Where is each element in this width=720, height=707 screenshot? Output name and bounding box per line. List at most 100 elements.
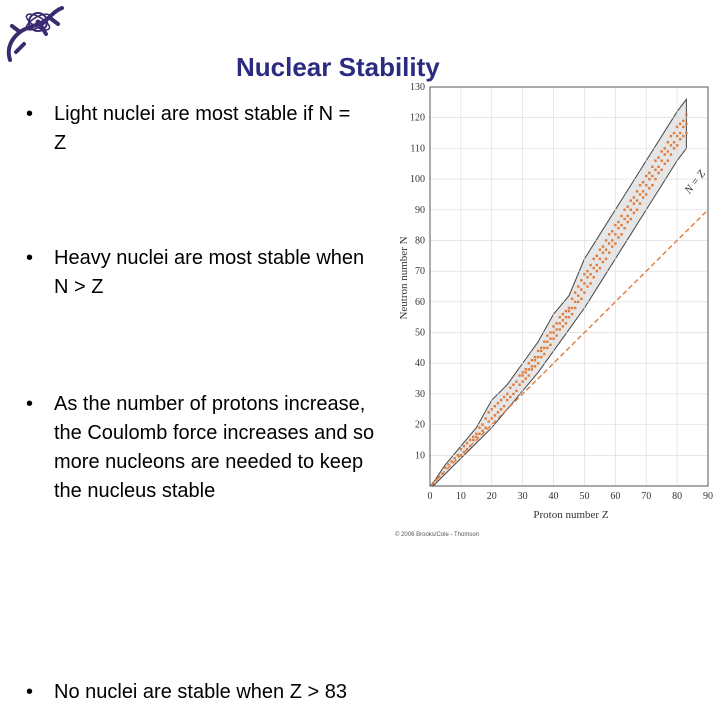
stable-nucleus-point — [573, 291, 577, 294]
stable-nucleus-point — [564, 309, 568, 313]
stable-nucleus-point — [524, 371, 527, 374]
stable-nucleus-point — [645, 174, 648, 178]
stable-nucleus-point — [567, 306, 571, 310]
stable-nucleus-point — [533, 355, 537, 359]
x-tick-label: 10 — [456, 491, 466, 502]
stable-nucleus-point — [570, 297, 574, 300]
stable-nucleus-point — [527, 362, 531, 365]
bullet-dot: • — [26, 393, 34, 415]
stable-nucleus-point — [620, 233, 623, 236]
stable-nucleus-point — [635, 208, 639, 211]
x-tick-label: 90 — [703, 491, 713, 502]
stable-nucleus-point — [583, 282, 586, 285]
stable-nucleus-point — [604, 239, 608, 242]
x-tick-label: 50 — [579, 491, 589, 502]
stable-nucleus-point — [632, 211, 636, 215]
stable-nucleus-point — [651, 165, 654, 168]
stable-nucleus-point — [617, 226, 620, 230]
stable-nucleus-point — [607, 233, 611, 236]
stable-nucleus-point — [638, 184, 642, 187]
stable-nucleus-point — [685, 131, 688, 135]
stable-nucleus-point — [564, 315, 568, 319]
x-tick-label: 40 — [549, 491, 559, 502]
stable-nucleus-point — [527, 368, 531, 371]
stable-nucleus-point — [475, 435, 478, 439]
stable-nucleus-point — [598, 257, 602, 261]
stable-nucleus-point — [552, 331, 555, 334]
stable-nucleus-point — [490, 417, 493, 420]
stable-nucleus-point — [546, 334, 549, 337]
stable-nucleus-point — [623, 217, 626, 221]
stable-nucleus-point — [580, 297, 583, 300]
stable-nucleus-point — [626, 220, 629, 224]
stable-nucleus-point — [512, 392, 515, 396]
stable-nucleus-point — [607, 251, 611, 254]
stable-nucleus-point — [536, 355, 540, 359]
stable-nucleus-point — [614, 223, 617, 227]
image-credit: © 2006 Brooks/Cole - Thomson — [395, 531, 479, 538]
stable-nucleus-point — [577, 294, 580, 297]
x-tick-label: 20 — [487, 491, 497, 502]
stable-nucleus-point — [573, 306, 577, 310]
stable-nucleus-point — [611, 230, 614, 233]
stable-nucleus-point — [540, 349, 543, 353]
stable-nucleus-point — [502, 405, 506, 408]
x-tick-label: 60 — [610, 491, 620, 502]
y-tick-label: 80 — [415, 235, 425, 246]
stable-nucleus-point — [617, 220, 620, 224]
stable-nucleus-point — [586, 269, 589, 273]
stable-nucleus-point — [567, 315, 571, 319]
chart-grid — [429, 86, 709, 486]
stable-nucleus-point — [558, 322, 561, 325]
stable-nucleus-point — [672, 147, 676, 150]
stable-nucleus-point — [459, 454, 463, 457]
stable-nucleus-point — [617, 236, 620, 239]
stable-nucleus-point — [669, 134, 673, 138]
stable-nucleus-point — [484, 417, 487, 420]
stable-nucleus-point — [635, 190, 639, 193]
x-tick-label: 80 — [672, 491, 682, 502]
stable-nucleus-point — [484, 426, 487, 429]
stable-nucleus-point — [638, 202, 642, 205]
stable-nucleus-point — [660, 150, 663, 153]
stable-nucleus-point — [459, 447, 463, 451]
y-tick-label: 110 — [410, 143, 425, 154]
stable-nucleus-point — [543, 352, 546, 356]
stable-nucleus-point — [540, 346, 543, 350]
stable-nucleus-point — [623, 226, 626, 230]
stable-nucleus-point — [598, 266, 602, 270]
stable-nucleus-point — [465, 441, 469, 445]
bullet-dot: • — [26, 681, 34, 703]
stable-nucleus-point — [450, 460, 453, 463]
stable-nucleus-point — [555, 334, 558, 337]
stable-nucleus-point — [657, 156, 660, 159]
stable-nucleus-point — [524, 377, 527, 380]
stable-nucleus-point — [462, 451, 466, 454]
stable-nucleus-point — [620, 214, 623, 218]
stable-nucleus-point — [660, 159, 663, 162]
stable-nucleus-point — [666, 159, 670, 162]
bullet-text: No nuclei are stable when Z > 83 — [54, 681, 347, 703]
stable-nucleus-point — [481, 423, 484, 426]
stable-nucleus-point — [672, 141, 676, 144]
stable-nucleus-point — [438, 475, 441, 478]
lizard-atom-logo-icon — [6, 6, 64, 62]
n-equals-z-line — [429, 209, 709, 487]
y-tick-label: 50 — [415, 328, 425, 339]
bullet-item: • As the number of protons increase, the… — [24, 390, 404, 506]
y-tick-label: 100 — [410, 174, 425, 185]
stable-nucleus-point — [506, 398, 509, 402]
stable-nucleus-point — [669, 144, 673, 147]
x-axis-label: Proton number Z — [533, 509, 608, 521]
stable-nucleus-point — [611, 245, 614, 248]
stable-nucleus-point — [472, 438, 475, 442]
stable-nucleus-point — [533, 358, 537, 362]
stable-nucleus-point — [614, 242, 617, 245]
stable-nucleus-point — [577, 285, 580, 288]
stable-nucleus-point — [620, 223, 623, 227]
stable-nucleus-point — [549, 337, 552, 340]
stable-nucleus-point — [629, 208, 632, 211]
stable-nucleus-point — [493, 414, 497, 417]
stable-nucleus-point — [607, 242, 611, 245]
stable-nucleus-point — [456, 454, 459, 457]
